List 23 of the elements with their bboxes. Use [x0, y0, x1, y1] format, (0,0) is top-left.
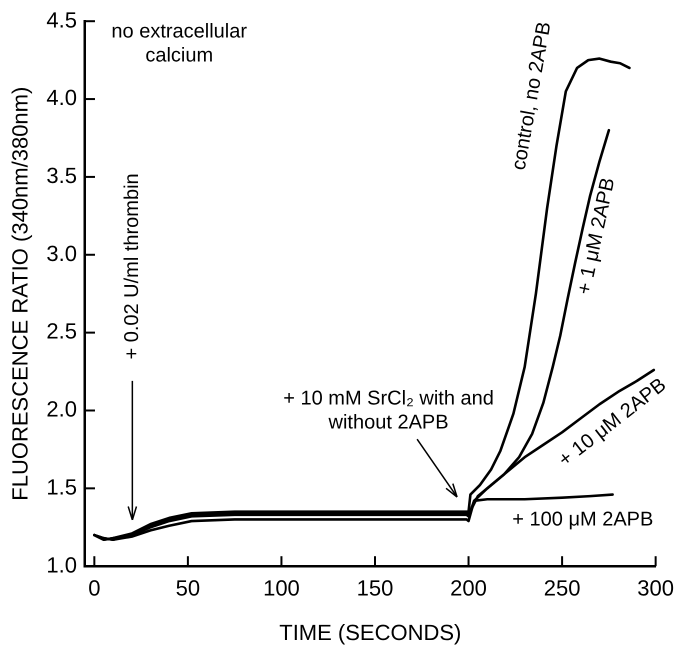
y-tick-label: 4.0	[46, 85, 77, 110]
x-tick-label: 300	[637, 575, 674, 600]
annotation: + 0.02 U/ml thrombin	[120, 173, 143, 360]
annotation: control, no 2APB	[508, 20, 556, 172]
x-tick-label: 0	[88, 575, 100, 600]
x-axis-title: TIME (SECONDS)	[279, 620, 462, 645]
x-tick-label: 50	[176, 575, 200, 600]
x-tick-label: 250	[544, 575, 580, 600]
x-tick-label: 100	[263, 575, 300, 600]
y-tick-label: 3.5	[46, 162, 77, 188]
y-tick-label: 1.5	[46, 474, 77, 500]
x-tick-label: 150	[356, 575, 394, 600]
y-axis-title: FLUORESCENCE RATIO (340nm/380nm)	[7, 86, 32, 501]
x-tick-label: 200	[450, 575, 487, 600]
y-tick-label: 2.5	[46, 318, 77, 344]
y-tick-label: 2.0	[46, 396, 77, 422]
y-tick-label: 3.0	[46, 240, 77, 266]
y-tick-label: 4.5	[46, 7, 77, 32]
annotation: + 100 μM 2APB	[512, 508, 654, 531]
annotation: + 10 mM SrCl₂ with and without 2APB	[283, 387, 494, 434]
annotation: + 1 μM 2APB	[573, 176, 620, 297]
annotation: no extracellular calcium	[111, 20, 248, 67]
y-tick-label: 1.0	[46, 552, 77, 578]
